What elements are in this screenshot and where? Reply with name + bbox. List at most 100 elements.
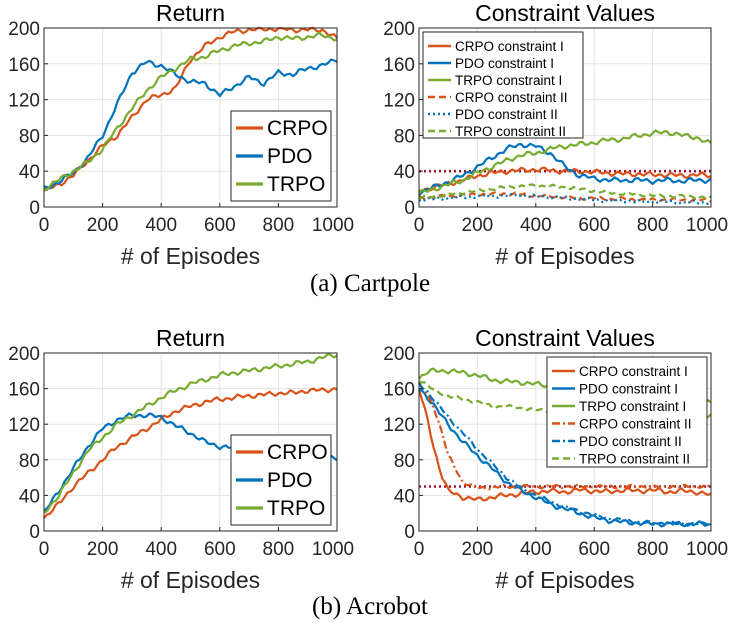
x-tick-label: 600 <box>578 215 610 236</box>
y-tick-label: 40 <box>394 162 415 183</box>
legend-entry-trpo-constraint-i: TRPO constraint I <box>579 399 686 414</box>
series-line-pdo-constraint-ii <box>418 192 712 206</box>
x-tick-label: 600 <box>578 539 610 560</box>
x-tick-label: 800 <box>263 215 295 236</box>
series-line-crpo-constraint-i <box>418 166 712 193</box>
x-tick-label: 600 <box>204 215 236 236</box>
tick-labels: 0 200 400 600 800 1000 0 40 80 120 160 200 <box>8 344 354 560</box>
caption-acrobot: (b) Acrobot <box>312 593 428 620</box>
x-tick-label: 1000 <box>686 539 728 560</box>
legend-box <box>422 31 584 139</box>
series-line-pdo-constraint-i <box>418 388 712 528</box>
legend: CRPO constraint I PDO constraint I TRPO co… <box>422 31 584 139</box>
tick-labels: 0 200 400 600 800 1000 0 40 80 120 160 200 <box>8 19 354 236</box>
y-tick-label: 80 <box>19 126 40 147</box>
y-tick-label: 0 <box>29 522 40 543</box>
y-tick-label: 40 <box>394 486 415 507</box>
legend-entry-pdo-constraint-ii: PDO constraint II <box>579 434 682 449</box>
acrobot-return-panel: 0 200 400 600 800 1000 0 40 80 120 160 200 Return # o… <box>8 325 354 593</box>
x-tick-label: 400 <box>145 539 177 560</box>
x-tick-label: 1000 <box>312 215 354 236</box>
axes-box <box>43 352 338 532</box>
y-tick-label: 80 <box>394 451 415 472</box>
tick-labels: 0 200 400 600 800 1000 0 40 80 120 160 200 <box>383 344 728 560</box>
legend-entry-pdo-constraint-ii: PDO constraint II <box>455 107 558 122</box>
chart-title: Return <box>156 325 225 351</box>
series-line-trpo <box>43 31 338 192</box>
y-tick-label: 40 <box>19 486 40 507</box>
legend: CRPO constraint I PDO constraint I TRPO co… <box>546 356 708 468</box>
legend-entry-trpo-constraint-i: TRPO constraint I <box>455 73 562 88</box>
legend-entry-crpo-constraint-i: CRPO constraint I <box>455 39 564 54</box>
x-tick-label: 600 <box>204 539 236 560</box>
x-tick-label: 400 <box>520 215 552 236</box>
legend-entry-pdo: PDO <box>267 469 313 492</box>
y-tick-label: 0 <box>404 522 415 543</box>
chart-title: Return <box>156 0 225 26</box>
x-tick-label: 800 <box>637 539 669 560</box>
legend: CRPO PDO TRPO <box>230 110 332 202</box>
y-tick-label: 200 <box>8 19 40 40</box>
legend-entry-pdo-constraint-i: PDO constraint I <box>455 56 554 71</box>
series-group <box>418 129 712 206</box>
legend-entry-crpo-constraint-ii: CRPO constraint II <box>579 417 692 432</box>
x-tick-label: 0 <box>39 539 50 560</box>
legend-entry-trpo-constraint-ii: TRPO constraint II <box>579 452 690 467</box>
series-line-trpo-constraint-i <box>418 129 712 195</box>
x-axis-label: # of Episodes <box>121 243 260 269</box>
series-line-crpo-constraint-ii <box>418 382 712 491</box>
y-tick-label: 120 <box>8 91 40 112</box>
series-line-pdo <box>43 58 338 190</box>
series-line-pdo-constraint-i <box>418 142 712 197</box>
y-tick-label: 160 <box>383 55 415 76</box>
x-tick-label: 400 <box>145 215 177 236</box>
axes-box <box>418 27 712 208</box>
acrobot-constraint-panel: 0 200 400 600 800 1000 0 40 80 120 160 200 Constrain… <box>383 325 728 593</box>
series-line-pdo-constraint-ii <box>418 382 712 527</box>
legend-entry-pdo: PDO <box>267 145 313 168</box>
series-line-trpo-constraint-ii <box>418 183 712 201</box>
y-tick-label: 80 <box>394 126 415 147</box>
x-axis-label: # of Episodes <box>495 243 634 269</box>
x-tick-label: 200 <box>87 215 119 236</box>
x-tick-label: 400 <box>520 539 552 560</box>
y-tick-label: 200 <box>8 344 40 365</box>
legend-entry-trpo-constraint-ii: TRPO constraint II <box>455 124 566 139</box>
legend-entry-trpo: TRPO <box>267 173 325 196</box>
legend-entry-crpo-constraint-i: CRPO constraint I <box>579 364 688 379</box>
x-tick-label: 200 <box>462 215 494 236</box>
legend: CRPO PDO TRPO <box>230 434 332 526</box>
y-tick-label: 160 <box>383 380 415 401</box>
x-axis-label: # of Episodes <box>121 567 260 593</box>
x-tick-label: 800 <box>263 539 295 560</box>
x-tick-label: 1000 <box>312 539 354 560</box>
x-tick-label: 0 <box>414 215 425 236</box>
cartpole-return-panel: 0 200 400 600 800 1000 0 40 80 120 160 200 Return # o… <box>8 0 354 269</box>
chart-title: Constraint Values <box>475 0 655 26</box>
series-line-crpo-constraint-i <box>417 388 712 502</box>
series-line-crpo <box>43 387 338 519</box>
x-tick-label: 0 <box>39 215 50 236</box>
legend-box <box>546 356 708 468</box>
y-tick-label: 120 <box>383 415 415 436</box>
y-tick-label: 200 <box>383 344 415 365</box>
axes-box <box>43 27 338 208</box>
caption-cartpole: (a) Cartpole <box>310 270 430 297</box>
y-tick-label: 40 <box>19 162 40 183</box>
y-tick-label: 0 <box>404 198 415 219</box>
y-tick-label: 160 <box>8 55 40 76</box>
cartpole-constraint-panel: 0 200 400 600 800 1000 0 40 80 120 160 200 Constrain… <box>383 0 728 269</box>
series-line-trpo <box>43 352 338 514</box>
y-tick-label: 120 <box>8 415 40 436</box>
y-tick-label: 200 <box>383 19 415 40</box>
y-tick-label: 0 <box>29 198 40 219</box>
x-axis-label: # of Episodes <box>495 567 634 593</box>
legend-entry-crpo-constraint-ii: CRPO constraint II <box>455 90 568 105</box>
tick-labels: 0 200 400 600 800 1000 0 40 80 120 160 200 <box>383 19 728 236</box>
y-tick-label: 120 <box>383 91 415 112</box>
chart-title: Constraint Values <box>475 325 655 351</box>
x-tick-label: 200 <box>87 539 119 560</box>
x-tick-label: 200 <box>462 539 494 560</box>
legend-entry-crpo: CRPO <box>267 117 328 140</box>
